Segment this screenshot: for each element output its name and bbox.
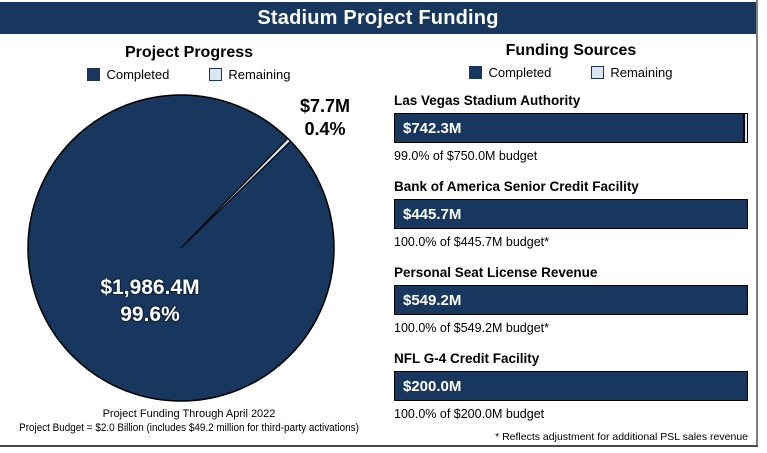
completed-amount: $1,986.4M (100, 276, 200, 299)
source-bar: $200.0M (394, 371, 748, 401)
remaining-amount: $7.7M (299, 96, 351, 116)
bar-chart-title: Funding Sources (505, 42, 637, 59)
psl-adjustment-footnote: * Reflects adjustment for additional PSL… (495, 431, 748, 443)
source-bar: $742.3M (394, 113, 748, 143)
completed-swatch-icon (87, 68, 101, 81)
pie-legend: Completed Remaining (0, 67, 378, 82)
bar-legend: Completed Remaining (394, 65, 748, 80)
legend-completed-label: Completed (488, 65, 552, 80)
source-caption: 100.0% of $549.2M budget* (394, 321, 549, 335)
legend-remaining-label: Remaining (228, 67, 291, 82)
source-caption: 99.0% of $750.0M budget (394, 149, 538, 163)
bottom-border-line (0, 445, 758, 447)
funding-source-item: Personal Seat License Revenue $549.2M 10… (394, 265, 748, 335)
funding-source-item: Las Vegas Stadium Authority $742.3M 99.0… (394, 93, 748, 163)
bar-amount-label: $742.3M (403, 119, 462, 137)
source-name: Personal Seat License Revenue (394, 265, 598, 280)
bar-amount-label: $200.0M (403, 377, 462, 395)
pie-slice-remaining (180, 137, 292, 249)
legend-item-remaining: Remaining (591, 65, 673, 80)
pie-remaining-data-label: $7.7M 0.4% (278, 95, 372, 141)
source-bar: $549.2M (394, 285, 748, 315)
completed-percent: 99.6% (120, 303, 180, 326)
source-name: NFL G-4 Credit Facility (394, 351, 540, 366)
source-caption: 100.0% of $200.0M budget (394, 407, 545, 421)
project-progress-panel: Project Progress Completed Remaining $1,… (0, 44, 378, 444)
legend-item-completed: Completed (469, 65, 551, 80)
funding-source-item: Bank of America Senior Credit Facility $… (394, 179, 748, 249)
funding-source-item: NFL G-4 Credit Facility $200.0M 100.0% o… (394, 351, 748, 421)
legend-completed-label: Completed (106, 67, 170, 82)
source-name: Bank of America Senior Credit Facility (394, 179, 639, 194)
bar-remaining-sliver (743, 114, 747, 142)
bar-amount-label: $445.7M (403, 205, 462, 223)
remaining-percent: 0.4% (304, 119, 346, 139)
right-border-line (756, 0, 758, 447)
pie-caption-funding-date: Project Funding Through April 2022 (102, 408, 276, 420)
progress-pie-chart (27, 94, 335, 402)
source-caption: 100.0% of $445.7M budget* (394, 235, 549, 249)
pie-completed-data-label: $1,986.4M 99.6% (50, 274, 250, 328)
funding-sources-panel: Funding Sources Completed Remaining Las … (394, 42, 748, 437)
completed-swatch-icon (469, 66, 483, 79)
legend-remaining-label: Remaining (610, 65, 673, 80)
remaining-swatch-icon (591, 66, 605, 79)
report-title-bar: Stadium Project Funding (0, 2, 756, 34)
source-bar: $445.7M (394, 199, 748, 229)
report-title: Stadium Project Funding (257, 6, 499, 29)
pie-caption-budget-note: Project Budget = $2.0 Billion (includes … (19, 422, 359, 434)
legend-item-remaining: Remaining (209, 67, 291, 82)
remaining-swatch-icon (209, 68, 223, 81)
legend-item-completed: Completed (87, 67, 169, 82)
funding-sources-list: Las Vegas Stadium Authority $742.3M 99.0… (394, 93, 748, 421)
pie-chart-title: Project Progress (124, 44, 254, 61)
bar-amount-label: $549.2M (403, 291, 462, 309)
source-name: Las Vegas Stadium Authority (394, 93, 581, 108)
